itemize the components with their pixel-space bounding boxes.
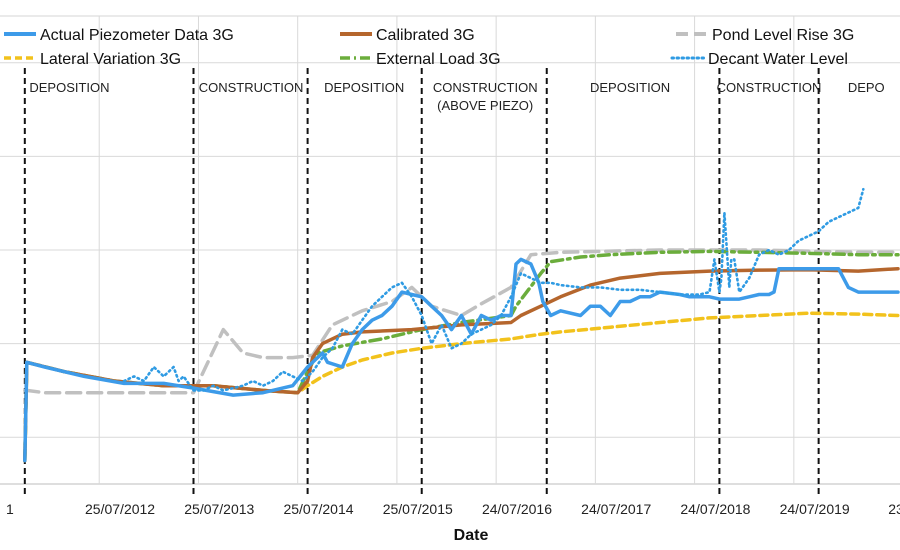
series-line-lateral-variation-3g <box>23 311 900 463</box>
x-tick-label: 24/07/2016 <box>482 501 552 517</box>
phase-boundaries <box>23 68 820 496</box>
legend-label-lateral-variation: Lateral Variation 3G <box>40 51 181 68</box>
x-tick-label: 1 <box>6 501 14 517</box>
phase-label: CONSTRUCTION <box>433 80 538 95</box>
series-line-decant-water-level <box>122 187 865 392</box>
x-tick-label: 25/07/2014 <box>283 501 353 517</box>
plot-frame <box>0 15 900 485</box>
series-layer <box>23 187 900 463</box>
x-tick-label: 23/ <box>888 501 900 517</box>
x-tick-label: 24/07/2019 <box>780 501 850 517</box>
legend-label-external-load: External Load 3G <box>376 51 501 68</box>
phase-label: DEPOSITION <box>29 80 109 95</box>
legend-label-actual-piezometer: Actual Piezometer Data 3G <box>40 27 234 44</box>
phase-labels: DEPOSITION CONSTRUCTION DEPOSITION CONSTRUC… <box>29 80 884 113</box>
x-tick-label: 25/07/2015 <box>383 501 453 517</box>
y-gridlines <box>0 62 900 438</box>
series-line-actual-piezometer-data-3g <box>23 257 900 463</box>
legend-label-pond-level: Pond Level Rise 3G <box>712 27 854 44</box>
series-line-pond-level-rise-3g <box>23 248 900 395</box>
legend: Actual Piezometer Data 3G Calibrated 3G … <box>4 27 854 68</box>
phase-label: DEPOSITION <box>590 80 670 95</box>
legend-item-actual-piezometer: Actual Piezometer Data 3G <box>4 27 234 44</box>
series-line-external-load-3g <box>23 249 900 463</box>
legend-item-calibrated: Calibrated 3G <box>340 27 475 44</box>
legend-item-external-load: External Load 3G <box>340 51 501 68</box>
phase-sublabel: (ABOVE PIEZO) <box>437 98 533 113</box>
series-line-calibrated-3g <box>23 266 900 463</box>
x-tick-label: 24/07/2017 <box>581 501 651 517</box>
phase-label: DEPOSITION <box>324 80 404 95</box>
x-tick-label: 25/07/2013 <box>184 501 254 517</box>
legend-item-pond-level: Pond Level Rise 3G <box>676 27 854 44</box>
phase-label: CONSTRUCTION <box>199 80 304 95</box>
x-tick-labels: 1 25/07/2012 25/07/2013 25/07/2014 25/07/201… <box>6 501 900 517</box>
phase-label: CONSTRUCTION <box>717 80 822 95</box>
legend-label-decant-water: Decant Water Level <box>708 51 848 68</box>
legend-item-lateral-variation: Lateral Variation 3G <box>4 51 181 68</box>
x-axis-title: Date <box>454 527 489 544</box>
x-tick-label: 25/07/2012 <box>85 501 155 517</box>
phase-label: DEPO <box>848 80 885 95</box>
legend-label-calibrated: Calibrated 3G <box>376 27 475 44</box>
legend-item-decant-water: Decant Water Level <box>670 51 848 68</box>
x-tick-label: 24/07/2018 <box>680 501 750 517</box>
